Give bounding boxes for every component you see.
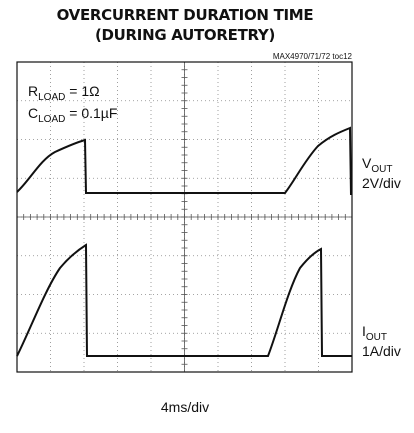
subscript: OUT: [371, 164, 392, 175]
figure-id: MAX4970/71/72 toc12: [273, 52, 353, 61]
plot-frame: [16, 61, 353, 373]
value: = 0.1µF: [65, 105, 117, 121]
symbol: V: [362, 155, 372, 171]
condition: CLOAD = 0.1µF: [28, 105, 117, 125]
time-scale: 4ms/div: [161, 399, 209, 415]
chart-title: (DURING AUTORETRY): [95, 26, 275, 44]
subscript: OUT: [366, 332, 387, 343]
channel-scale: 1A/div: [362, 343, 401, 359]
channel-label: VOUT: [362, 155, 392, 175]
subscript: LOAD: [38, 92, 65, 103]
iout-trace: [16, 243, 352, 357]
channel-label: IOUT: [362, 323, 387, 343]
symbol: C: [28, 105, 38, 121]
symbol: R: [28, 83, 38, 99]
grid: [16, 61, 353, 373]
subscript: LOAD: [38, 114, 65, 125]
value: = 1Ω: [65, 83, 99, 99]
symbol: I: [362, 323, 366, 339]
vout-trace: [16, 126, 352, 196]
channel-scale: 2V/div: [362, 175, 401, 191]
condition: RLOAD = 1Ω: [28, 83, 100, 103]
chart-title: OVERCURRENT DURATION TIME: [57, 6, 314, 24]
